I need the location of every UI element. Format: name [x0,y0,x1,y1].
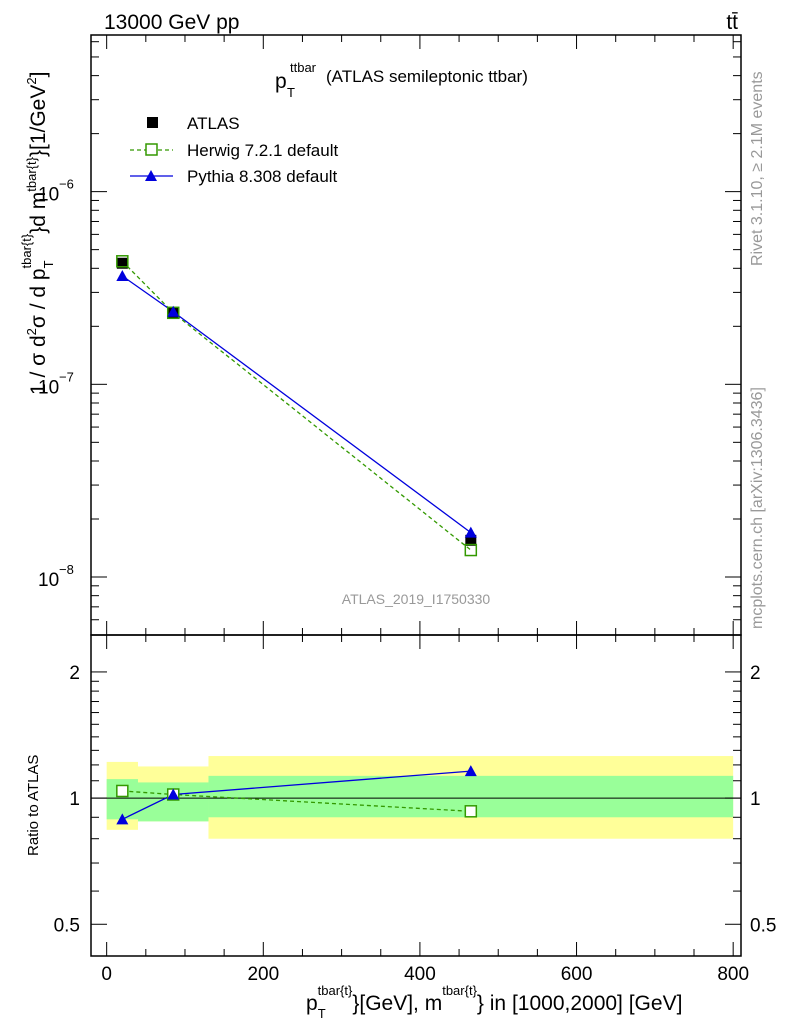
energy-label: 13000 GeV pp [104,11,239,34]
uncertainty-bands [106,756,734,839]
ratio-plot-frame [90,634,742,957]
main-y-axis-label: 1 / σ d2σ / d pTtbar{t}}d mtbar{t}}[1/Ge… [19,72,56,395]
x-axis-label: pTtbar{t}}[GeV], mtbar{t}} in [1000,2000… [306,983,682,1021]
legend-label-atlas: ATLAS [187,114,240,133]
title-subscript: T [287,85,295,100]
series-layer [91,255,741,825]
title-symbol: p [275,70,287,93]
title-superscript: ttbar [290,60,317,75]
y-tick-label-ratio-right: 1 [750,789,761,810]
herwig-ratio-point [116,784,129,798]
legend-marker-pythia [145,170,157,181]
pythia-main-point [116,269,129,281]
y-tick-label-ratio-right: 0.5 [750,915,776,936]
analysis-watermark: ATLAS_2019_I1750330 [342,591,491,607]
title-text: (ATLAS semileptonic ttbar) [326,67,528,86]
y-tick-exponent-main: −6 [59,177,74,192]
herwig-main-line [121,260,472,551]
y-tick-label-ratio-right: 2 [750,663,761,684]
pythia-main-point [167,305,180,317]
atlas-data-point [116,257,128,269]
x-tick-label: 600 [561,964,593,985]
x-tick-label: 200 [247,964,279,985]
pythia-ratio-point [464,765,477,777]
legend-label-herwig: Herwig 7.2.1 default [187,141,338,160]
atlas-data-point [465,534,477,546]
y-tick-exponent-main: −7 [59,369,74,384]
y-tick-label-ratio: 2 [69,663,80,684]
x-tick-label: 0 [101,964,112,985]
plot-title: p T ttbar (ATLAS semileptonic ttbar) [275,60,528,100]
herwig-ratio-point [464,805,478,818]
y-tick-label-main: 10 [38,377,59,398]
legend: ATLAS Herwig 7.2.1 default Pythia 8.308 … [130,114,338,186]
y-tick-exponent-main: −8 [59,562,74,577]
svg-text:1 / σ d2σ / d pTtbar{t}}d mtba: 1 / σ d2σ / d pTtbar{t}}d mtbar{t}}[1/Ge… [19,72,56,395]
pythia-ratio-point [116,813,129,825]
process-label: tt̄ [726,11,738,34]
y-tick-label-main: 10 [38,570,59,591]
legend-marker-atlas [147,117,158,128]
herwig-main-point [464,543,478,557]
x-tick-label: 800 [717,964,749,985]
y-tick-label-ratio: 0.5 [54,915,80,936]
rivet-label: Rivet 3.1.10, ≥ 2.1M events [749,71,766,266]
mcplots-label: mcplots.cern.ch [arXiv:1306.3436] [749,387,766,629]
x-tick-label: 400 [404,964,436,985]
ratio-y-axis-label: Ratio to ATLAS [25,755,42,856]
y-tick-label-ratio: 1 [69,789,80,810]
legend-label-pythia: Pythia 8.308 default [187,167,338,186]
svg-text:pTtbar{t}}[GeV], mtbar{t}} in: pTtbar{t}}[GeV], mtbar{t}} in [1000,2000… [306,983,682,1021]
pythia-ratio-point [167,788,180,800]
y-tick-label-main: 10 [38,185,59,206]
pythia-main-point [464,526,477,538]
legend-marker-herwig [145,143,158,156]
herwig-main-point [116,255,129,268]
